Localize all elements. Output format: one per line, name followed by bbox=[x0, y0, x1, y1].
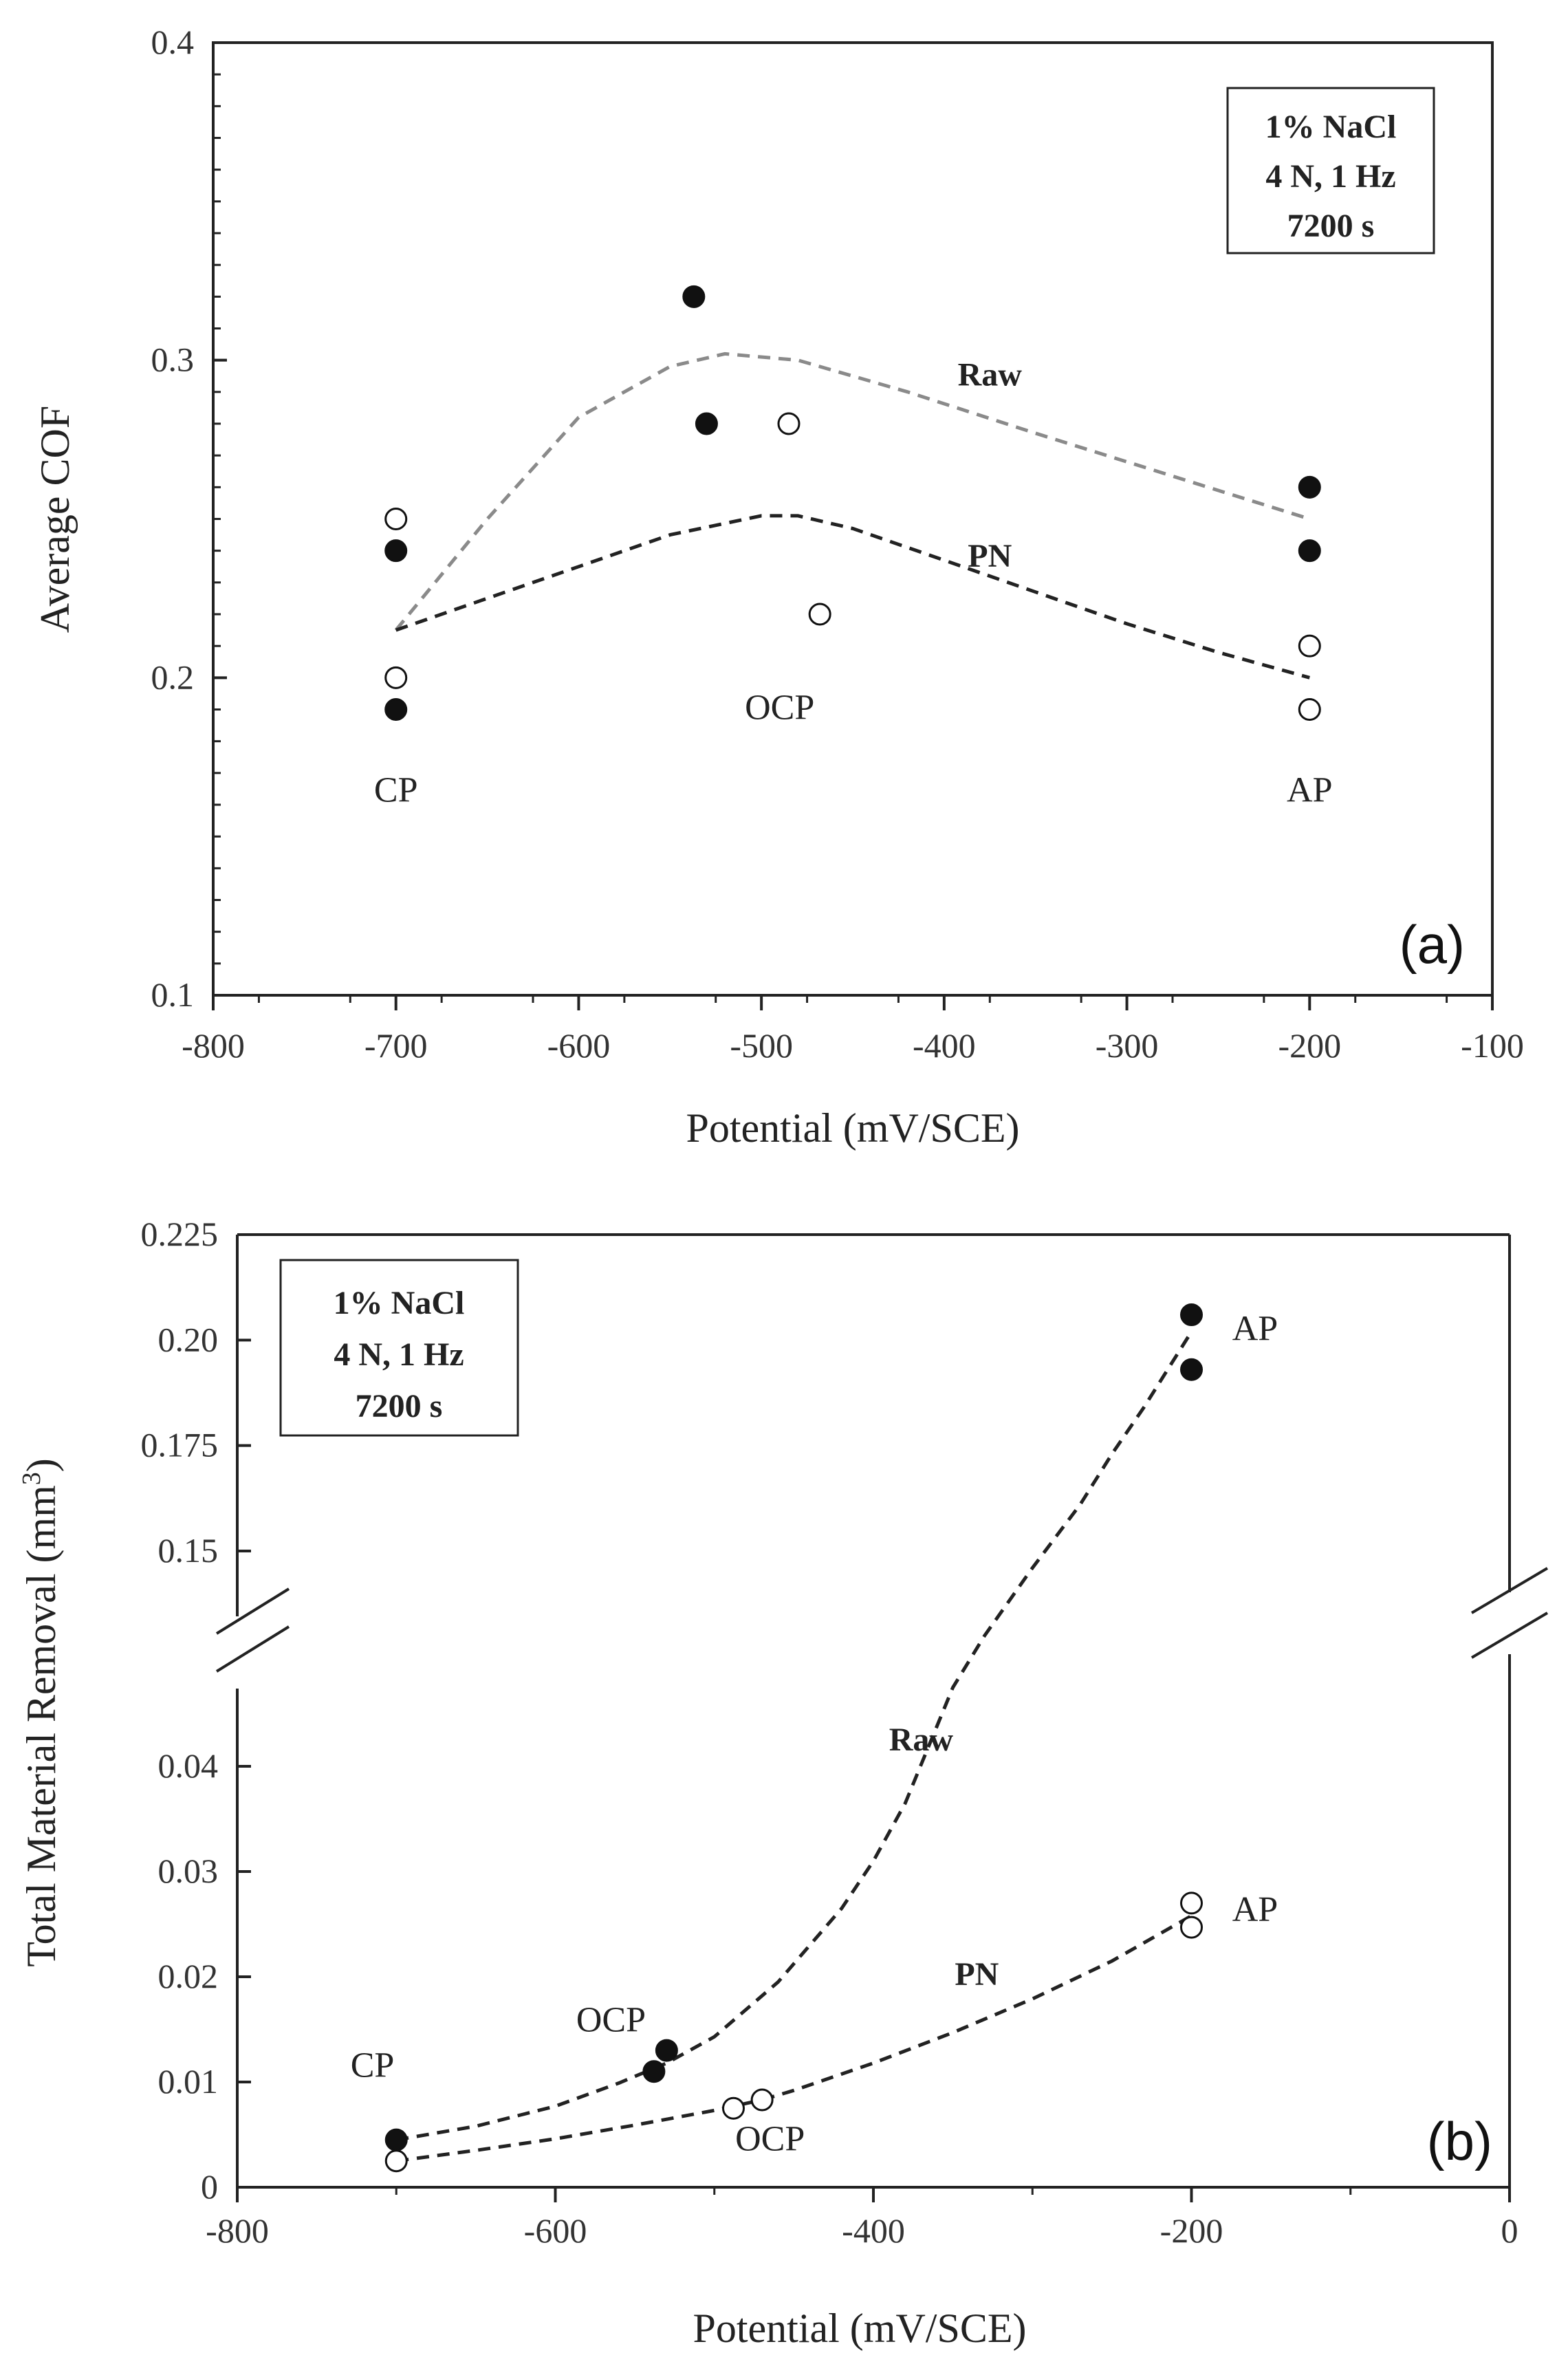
y-tick-label: 0 bbox=[201, 2167, 218, 2206]
panel-b-x-axis-title: Potential (mV/SCE) bbox=[693, 2306, 1027, 2351]
data-point-raw bbox=[1298, 475, 1321, 499]
panel-b-fit-curves bbox=[395, 1330, 1193, 2163]
x-tick-label: -700 bbox=[364, 1026, 428, 1065]
data-point-pn bbox=[1298, 634, 1321, 658]
x-tick-label: -400 bbox=[913, 1026, 976, 1065]
region-label: OCP bbox=[735, 2119, 805, 2158]
panel-a-region-labels: CP OCP AP bbox=[374, 688, 1333, 810]
y-tick-label: 0.4 bbox=[151, 23, 195, 61]
data-point-pn bbox=[1180, 1891, 1203, 1915]
panel-b-chart: -800 -600 -400 -200 0 0 0.01 0.02 0.03 0.04 0.15 0.… bbox=[17, 1215, 1549, 2351]
data-point-raw bbox=[695, 412, 718, 435]
x-tick-label: -600 bbox=[524, 2211, 587, 2250]
panel-a-letter: (a) bbox=[1400, 914, 1465, 975]
panel-b-axis-break-right bbox=[1470, 1567, 1549, 1659]
y-tick-label: 0.175 bbox=[141, 1426, 219, 1464]
x-tick-label: -600 bbox=[547, 1026, 611, 1065]
panel-b-axis-break-left bbox=[215, 1587, 290, 1673]
region-label: AP bbox=[1232, 1309, 1278, 1348]
condition-line: 1% NaCl bbox=[1265, 109, 1397, 145]
panel-a-conditions-box: 1% NaCl 4 N, 1 Hz 7200 s bbox=[1226, 87, 1435, 254]
fit-curve-raw bbox=[394, 351, 1311, 631]
region-label: CP bbox=[351, 2046, 395, 2085]
region-label: AP bbox=[1232, 1890, 1278, 1929]
y-tick-label: 0.02 bbox=[158, 1957, 219, 1995]
curve-label: PN bbox=[968, 538, 1012, 574]
data-point-raw bbox=[655, 2039, 678, 2062]
panel-a-fit-curves bbox=[394, 351, 1311, 680]
data-point-pn bbox=[384, 2149, 408, 2173]
condition-line: 4 N, 1 Hz bbox=[334, 1336, 464, 1373]
curve-label: Raw bbox=[889, 1722, 954, 1758]
panel-a-y-axis-title: Average COF bbox=[32, 406, 78, 633]
condition-line: 7200 s bbox=[356, 1388, 443, 1424]
data-point-raw bbox=[682, 285, 706, 308]
panel-a-data-points bbox=[384, 285, 1321, 721]
panel-b-curve-labels: Raw PN bbox=[889, 1722, 999, 1993]
curve-label: Raw bbox=[958, 357, 1023, 393]
panel-b-letter: (b) bbox=[1427, 2111, 1492, 2171]
fit-curve-raw bbox=[395, 1330, 1193, 2142]
data-point-pn bbox=[1180, 1916, 1203, 1939]
data-point-raw bbox=[1180, 1303, 1203, 1327]
condition-line: 7200 s bbox=[1287, 208, 1375, 244]
panel-b-conditions-box: 1% NaCl 4 N, 1 Hz 7200 s bbox=[279, 1259, 519, 1437]
y-tick-label: 0.2 bbox=[151, 658, 195, 696]
x-tick-label: -800 bbox=[206, 2211, 269, 2250]
y-tick-label: 0.225 bbox=[141, 1215, 219, 1253]
y-tick-label: 0.03 bbox=[158, 1852, 219, 1890]
panel-a-chart: -800 -700 -600 -500 -400 -300 -200 -100 0.1 0.2 0.… bbox=[32, 23, 1524, 1151]
data-point-raw bbox=[1298, 539, 1321, 563]
panel-a-curve-labels: Raw PN bbox=[958, 357, 1023, 574]
x-tick-label: -300 bbox=[1096, 1026, 1159, 1065]
data-point-pn bbox=[1298, 698, 1321, 721]
data-point-raw bbox=[384, 2128, 408, 2151]
panel-a-x-axis-title: Potential (mV/SCE) bbox=[686, 1105, 1020, 1151]
y-tick-label: 0.15 bbox=[158, 1531, 219, 1570]
data-point-raw bbox=[384, 539, 408, 563]
region-label: CP bbox=[374, 770, 418, 810]
x-tick-label: 0 bbox=[1501, 2211, 1518, 2250]
data-point-pn bbox=[384, 666, 408, 689]
fit-curve-pn bbox=[395, 514, 1310, 680]
condition-line: 4 N, 1 Hz bbox=[1265, 158, 1395, 195]
data-point-pn bbox=[777, 412, 801, 435]
curve-label: PN bbox=[955, 1956, 999, 1993]
region-label: OCP bbox=[576, 2001, 646, 2040]
panel-b-region-labels: CP OCP OCP AP AP bbox=[351, 1309, 1278, 2158]
data-point-raw bbox=[1180, 1358, 1203, 1381]
data-point-pn bbox=[808, 603, 831, 626]
x-tick-label: -200 bbox=[1160, 2211, 1223, 2250]
data-point-raw bbox=[384, 698, 408, 721]
y-axis-title-superscript: 3 bbox=[17, 1472, 46, 1485]
x-tick-label: -200 bbox=[1278, 1026, 1341, 1065]
x-tick-label: -500 bbox=[730, 1026, 793, 1065]
y-axis-title-main: Total Material Removal (mm bbox=[19, 1485, 64, 1967]
data-point-raw bbox=[642, 2060, 666, 2083]
panel-a-ticks: -800 -700 -600 -500 -400 -300 -200 -100 0.1 0.2 0.… bbox=[151, 23, 1524, 1065]
panel-b-y-axis-title: Total Material Removal (mm3) bbox=[17, 1458, 64, 1967]
data-point-pn bbox=[384, 508, 408, 530]
y-tick-label: 0.3 bbox=[151, 340, 195, 379]
region-label: OCP bbox=[745, 688, 814, 727]
x-tick-label: -400 bbox=[842, 2211, 905, 2250]
x-tick-label: -800 bbox=[182, 1026, 245, 1065]
condition-line: 1% NaCl bbox=[334, 1285, 465, 1321]
data-point-pn bbox=[750, 2088, 774, 2112]
y-tick-label: 0.20 bbox=[158, 1320, 219, 1358]
panel-b-ticks: -800 -600 -400 -200 0 0 0.01 0.02 0.03 0.04 0.15 0.… bbox=[141, 1215, 1518, 2250]
y-tick-label: 0.04 bbox=[158, 1746, 219, 1785]
y-axis-title-close: ) bbox=[19, 1458, 64, 1472]
region-label: AP bbox=[1287, 770, 1332, 810]
panel-b-data-points bbox=[384, 1303, 1203, 2173]
fit-curve-pn bbox=[395, 1914, 1193, 2163]
data-point-pn bbox=[722, 2096, 745, 2120]
y-tick-label: 0.1 bbox=[151, 975, 195, 1014]
x-tick-label: -100 bbox=[1461, 1026, 1524, 1065]
y-tick-label: 0.01 bbox=[158, 2062, 219, 2101]
